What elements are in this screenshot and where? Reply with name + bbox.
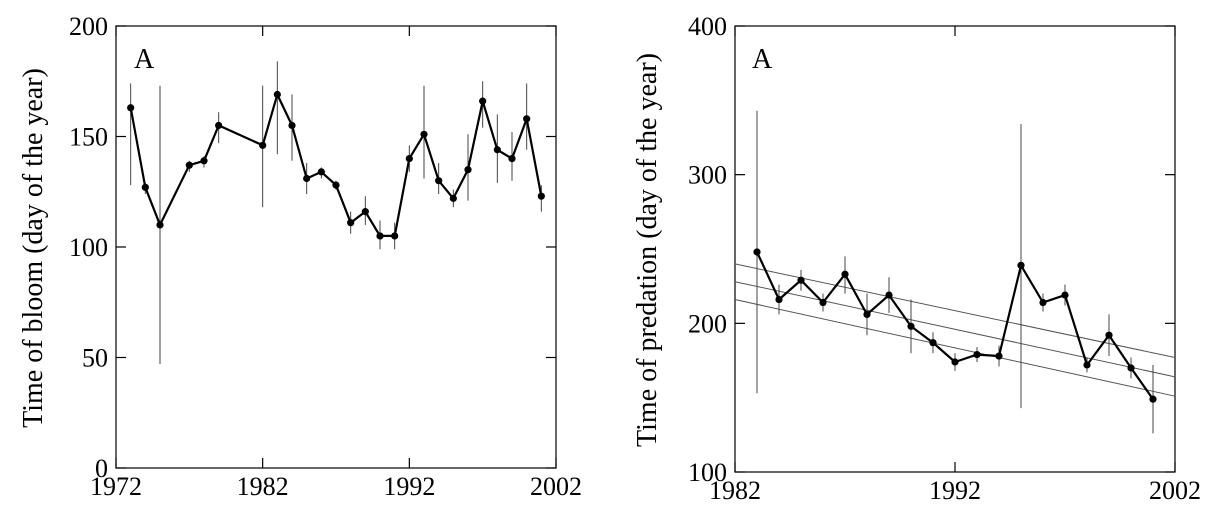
data-point xyxy=(332,181,340,189)
regression-lower-line xyxy=(734,299,1176,397)
y-axis-label: Time of predation (day of the year) xyxy=(632,53,663,447)
x-tick-label: 2002 xyxy=(530,472,582,501)
data-point xyxy=(493,146,501,154)
y-tick-label: 300 xyxy=(688,161,727,190)
data-point xyxy=(317,168,325,176)
data-point xyxy=(347,219,355,227)
y-tick-label: 200 xyxy=(688,309,727,338)
plot-frame xyxy=(115,25,557,469)
data-point xyxy=(907,322,915,330)
data-point xyxy=(303,174,311,183)
data-point xyxy=(1149,395,1157,403)
x-tick-label: 1982 xyxy=(237,472,289,501)
data-point xyxy=(127,104,135,112)
data-point xyxy=(420,130,428,138)
data-point xyxy=(1105,331,1113,339)
data-point xyxy=(775,295,783,304)
y-tick-label: 150 xyxy=(69,123,108,152)
data-point xyxy=(405,155,413,163)
data-point xyxy=(1127,364,1135,372)
y-axis-label: Time of bloom (day of the year) xyxy=(18,68,49,428)
data-point xyxy=(508,155,516,163)
data-point xyxy=(391,232,399,240)
data-point xyxy=(435,177,443,185)
data-point xyxy=(929,339,937,347)
data-point xyxy=(361,208,369,216)
x-tick-label: 1972 xyxy=(90,472,142,501)
plot-frame xyxy=(734,25,1176,473)
data-point xyxy=(479,97,487,105)
data-point xyxy=(1083,361,1091,369)
data-point xyxy=(537,192,545,200)
data-point xyxy=(951,358,959,366)
data-point xyxy=(753,248,761,256)
data-point xyxy=(259,141,267,149)
data-point xyxy=(885,291,893,299)
data-point xyxy=(156,221,164,229)
data-point xyxy=(141,183,149,191)
regression-fit-line xyxy=(734,281,1176,378)
errorbar-layer xyxy=(130,61,542,365)
data-point xyxy=(841,270,849,278)
data-point xyxy=(1061,291,1069,299)
data-point xyxy=(1017,261,1025,269)
panel-label: A xyxy=(752,44,773,75)
data-point xyxy=(185,161,193,169)
errorbar-layer xyxy=(756,110,1154,434)
data-point xyxy=(215,121,223,130)
data-point xyxy=(376,232,384,240)
data-point xyxy=(200,157,208,165)
data-point xyxy=(797,276,805,284)
y-tick-label: 400 xyxy=(688,12,727,41)
y-tick-label: 100 xyxy=(69,233,108,262)
x-tick-label: 1982 xyxy=(709,476,761,505)
series-layer xyxy=(753,248,1157,403)
y-tick-label: 50 xyxy=(82,344,108,373)
panel-label: A xyxy=(134,44,155,75)
data-point xyxy=(819,298,827,307)
y-tick-label: 0 xyxy=(95,454,108,483)
data-point xyxy=(523,115,531,123)
regression-layer xyxy=(734,263,1176,397)
data-point xyxy=(449,194,457,202)
tick-layer: 1972 1982 1992 2002 0 50 100 150 200 xyxy=(69,12,582,501)
regression-upper-line xyxy=(734,263,1176,359)
data-point xyxy=(863,310,871,319)
tick-layer: 1982 1992 2002 100 200 300 400 xyxy=(688,12,1201,505)
bloom-chart: A Time of bloom (day of the year) 1972 19… xyxy=(18,12,582,501)
x-tick-label: 1992 xyxy=(383,472,435,501)
data-point xyxy=(273,90,281,99)
data-point xyxy=(288,121,296,130)
data-point xyxy=(973,350,981,359)
data-point xyxy=(1039,298,1047,307)
predation-chart: A Time of predation (day of the year) 19… xyxy=(632,12,1201,505)
y-tick-label: 100 xyxy=(688,458,727,487)
y-tick-label: 200 xyxy=(69,12,108,41)
series-line xyxy=(756,251,1154,400)
x-tick-label: 2002 xyxy=(1149,476,1201,505)
data-point xyxy=(995,352,1003,360)
series-layer xyxy=(127,90,545,240)
data-point xyxy=(464,166,472,174)
series-line xyxy=(129,93,543,237)
x-tick-label: 1992 xyxy=(929,476,981,505)
